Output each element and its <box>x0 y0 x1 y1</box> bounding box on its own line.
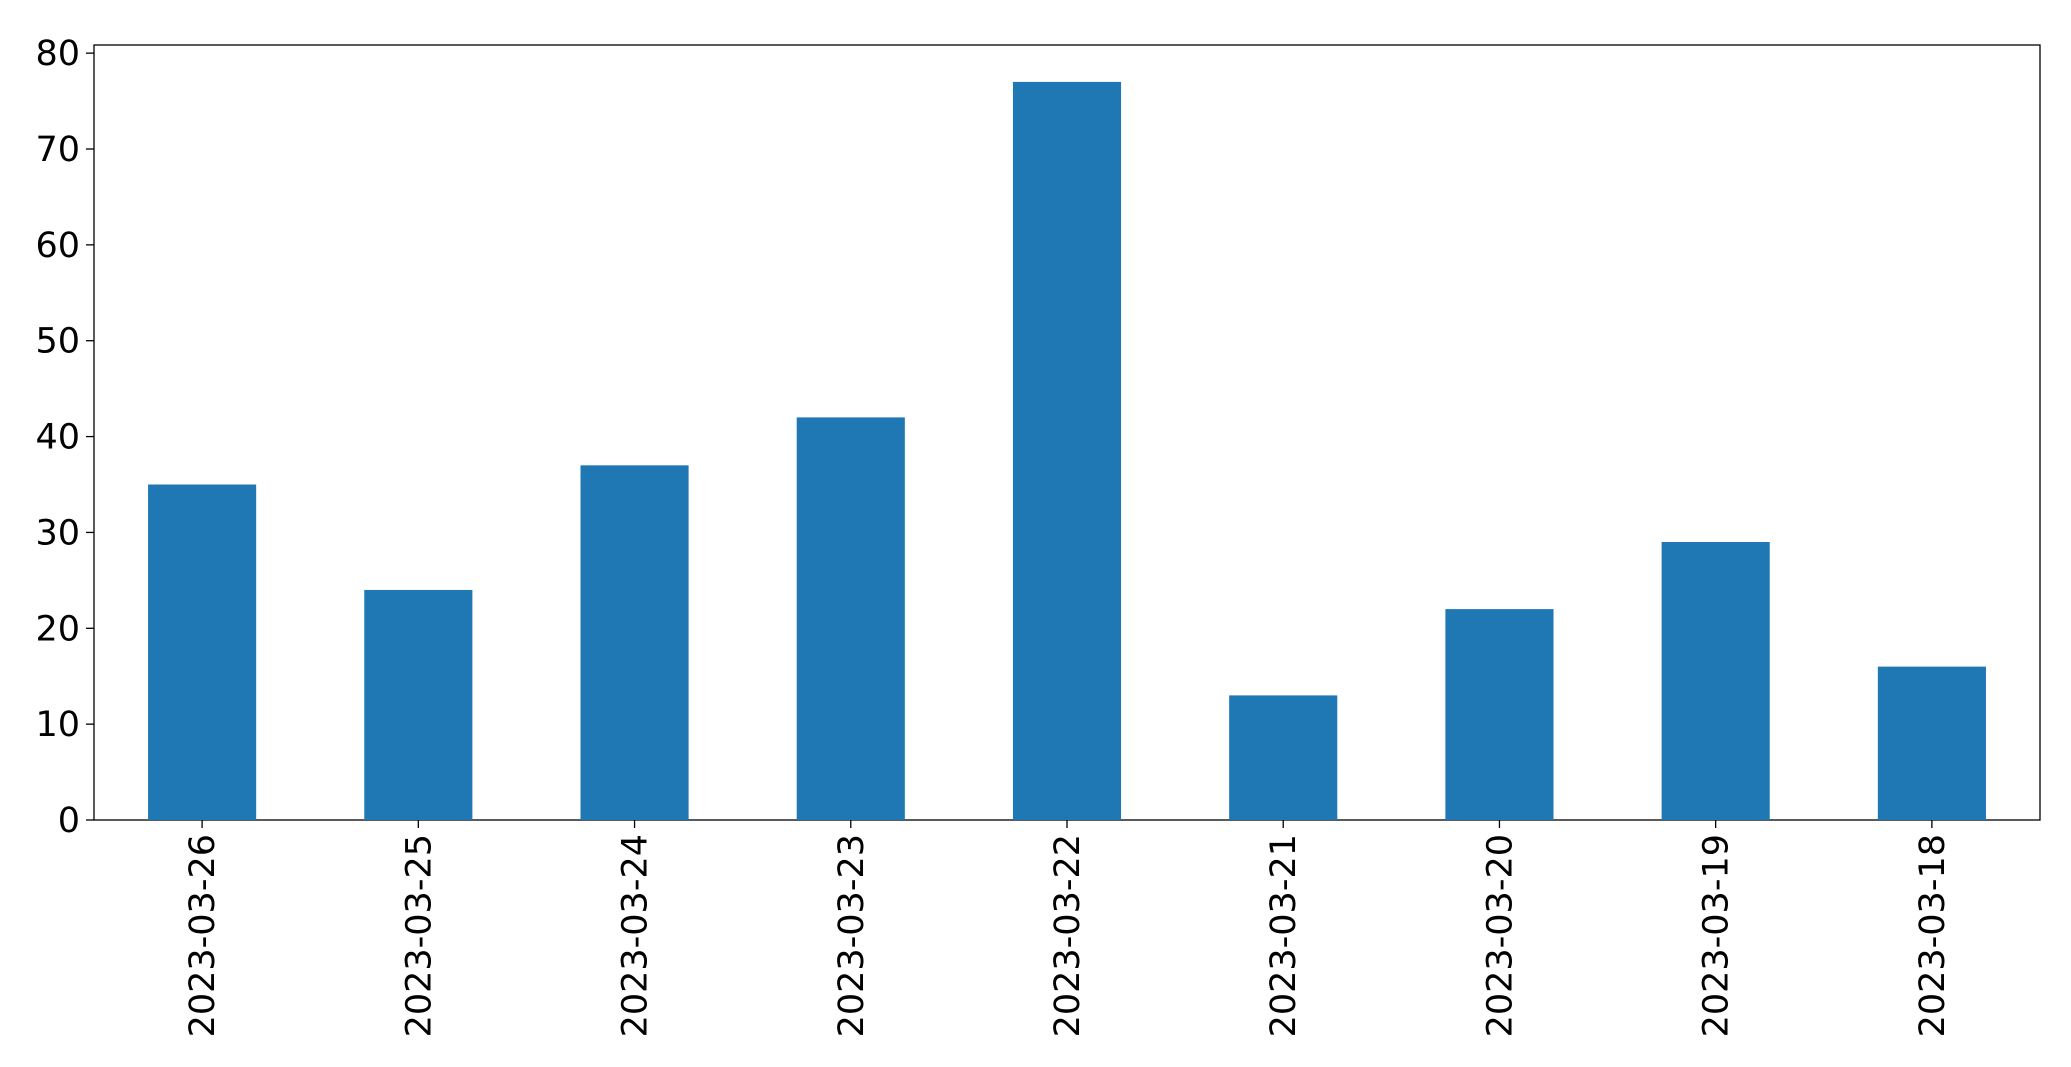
y-tick-label: 0 <box>58 801 80 841</box>
bar <box>1229 695 1338 820</box>
x-tick-label: 2023-03-24 <box>616 834 656 1037</box>
x-tick-label: 2023-03-19 <box>1697 834 1737 1037</box>
y-tick-label: 30 <box>35 513 80 553</box>
x-tick-label: 2023-03-25 <box>399 834 439 1037</box>
y-tick-label: 20 <box>35 609 80 649</box>
bar <box>1445 609 1554 820</box>
y-tick-label: 10 <box>35 705 80 745</box>
x-tick-label: 2023-03-26 <box>183 834 223 1037</box>
y-tick-label: 50 <box>35 322 80 362</box>
x-tick-label: 2023-03-20 <box>1480 834 1520 1037</box>
y-tick-label: 60 <box>35 226 80 266</box>
x-tick-label: 2023-03-18 <box>1913 834 1953 1037</box>
bar <box>1661 542 1770 820</box>
y-tick-label: 40 <box>35 418 80 458</box>
bar <box>364 589 473 820</box>
x-tick-label: 2023-03-21 <box>1264 834 1304 1037</box>
bar <box>580 465 689 820</box>
bar <box>796 417 905 820</box>
bar <box>1012 81 1122 820</box>
y-tick-label: 80 <box>35 34 80 74</box>
bar <box>148 484 257 820</box>
x-tick-label: 2023-03-23 <box>832 834 872 1037</box>
y-tick-label: 70 <box>35 130 80 170</box>
x-tick-label: 2023-03-22 <box>1048 834 1088 1037</box>
bar <box>1877 666 1986 820</box>
